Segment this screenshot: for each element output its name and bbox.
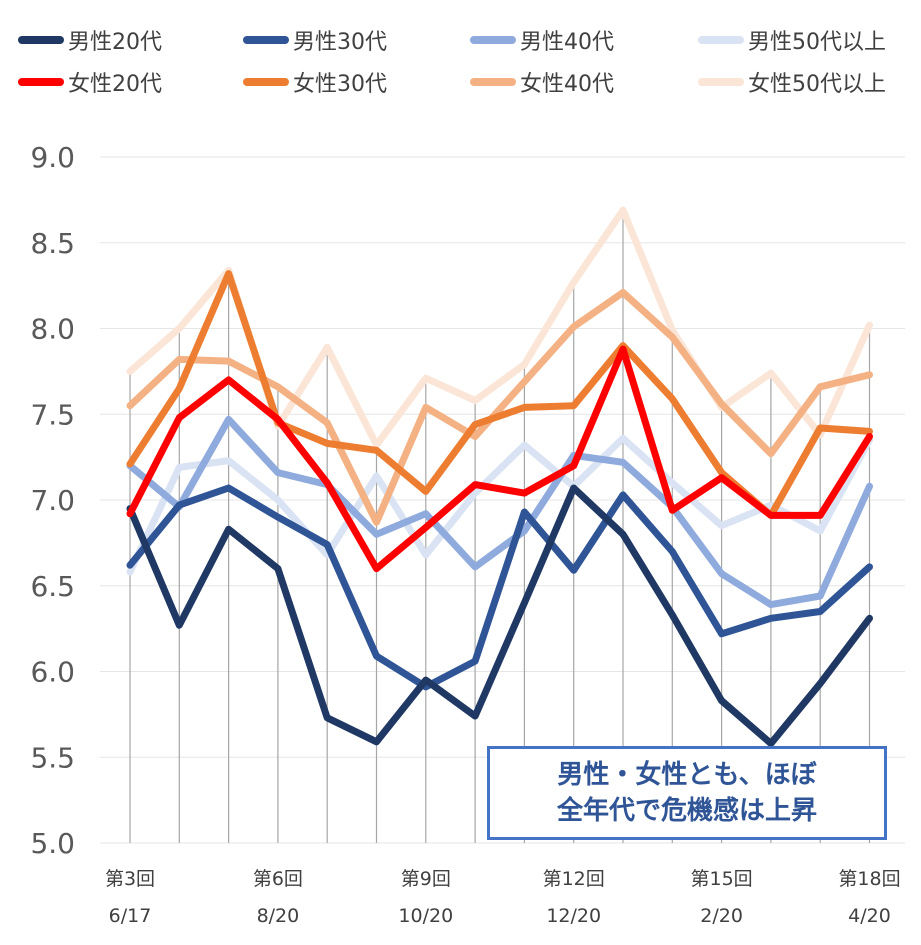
legend-item: 女性40代 [470, 67, 614, 97]
y-axis: 9.0 8.5 8.0 7.5 7.0 6.5 6.0 5.5 5.0 [30, 141, 75, 860]
legend: 男性20代 男性30代 男性40代 男性50代以上女性20代 女性30代 女性40代 女性5… [0, 0, 921, 110]
legend-swatch [470, 36, 516, 44]
y-tick-label: 7.5 [30, 398, 75, 431]
x-tick-round: 第6回 [253, 868, 303, 890]
annotation-line-1: 男性・女性とも、ほぼ [557, 760, 817, 790]
legend-item: 男性30代 [243, 25, 387, 55]
y-tick-label: 5.5 [30, 741, 75, 774]
legend-label: 男性20代 [68, 30, 162, 55]
legend-swatch [698, 78, 744, 86]
series-line-7 [126, 289, 873, 526]
series-line-6 [126, 270, 873, 519]
legend-item: 女性30代 [243, 67, 387, 97]
legend-item: 男性50代以上 [698, 25, 886, 55]
legend-item: 女性20代 [18, 67, 162, 97]
series-lines [126, 206, 873, 747]
x-tick-round: 第3回 [105, 868, 155, 890]
legend-label: 女性20代 [68, 72, 162, 97]
legend-swatch [243, 78, 289, 86]
x-tick-date: 4/20 [848, 905, 891, 927]
legend-label: 女性50代以上 [748, 72, 886, 97]
x-tick-round: 第18回 [838, 868, 900, 890]
legend-swatch [18, 78, 64, 86]
y-tick-label: 5.0 [30, 827, 75, 860]
legend-swatch [18, 36, 64, 44]
series-line-5 [126, 345, 873, 573]
legend-item: 女性50代以上 [698, 67, 886, 97]
series-line-2 [126, 484, 873, 691]
grid-lines [100, 156, 905, 844]
series-line-3 [126, 415, 873, 609]
x-tick-date: 10/20 [398, 905, 453, 927]
y-tick-label: 7.0 [30, 484, 75, 517]
legend-label: 女性40代 [520, 72, 614, 97]
y-tick-label: 6.5 [30, 570, 75, 603]
legend-item: 男性20代 [18, 25, 162, 55]
legend-swatch [698, 36, 744, 44]
y-tick-label: 8.5 [30, 227, 75, 260]
y-tick-label: 8.0 [30, 313, 75, 346]
x-axis: 第3回 6/17 第6回 8/20 第9回 10/20 第12回 12/20 第15回 2/20 第… [105, 868, 901, 927]
series-line-1 [126, 484, 873, 747]
x-tick-round: 第12回 [543, 868, 605, 890]
y-tick-label: 6.0 [30, 656, 75, 689]
x-tick-date: 2/20 [700, 905, 743, 927]
x-tick-round: 第9回 [401, 868, 451, 890]
x-tick-date: 8/20 [257, 905, 300, 927]
legend-swatch [470, 78, 516, 86]
x-tick-date: 6/17 [109, 905, 152, 927]
series-line-4 [126, 434, 873, 576]
x-tick-round: 第15回 [691, 868, 753, 890]
y-tick-label: 9.0 [30, 141, 75, 174]
legend-label: 男性50代以上 [748, 30, 886, 55]
legend-label: 男性30代 [293, 30, 387, 55]
legend-label: 男性40代 [520, 30, 614, 55]
legend-swatch [243, 36, 289, 44]
legend-item: 男性40代 [470, 25, 614, 55]
annotation-callout: 男性・女性とも、ほぼ 全年代で危機感は上昇 [487, 746, 887, 840]
annotation-line-2: 全年代で危機感は上昇 [556, 796, 817, 826]
legend-label: 女性30代 [293, 72, 387, 97]
x-tick-date: 12/20 [546, 905, 601, 927]
